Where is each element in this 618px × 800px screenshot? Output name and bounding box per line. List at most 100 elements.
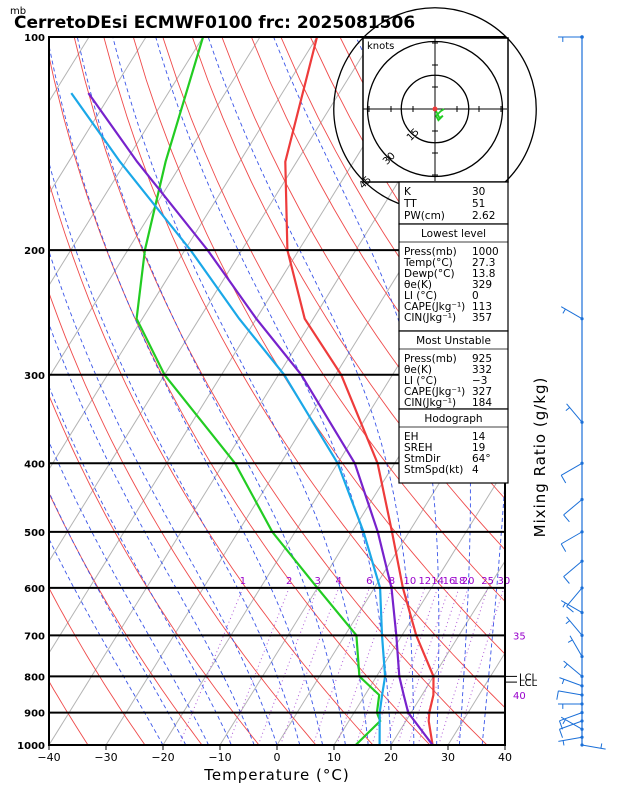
mixing-ratio-line [280,587,340,745]
mixing-ratio-label: 12 [418,576,431,587]
row-label: StmDir [404,453,441,465]
x-tick-label: 0 [274,751,281,764]
dry-adiabat [49,181,374,745]
wind-barb-shaft [566,403,583,423]
row-value: 184 [472,397,492,409]
row-label: Press(mb) [404,353,457,365]
mixing-ratio-label: 10 [403,576,416,587]
mixing-ratio-edge-label: 40 [513,691,526,702]
dry-adiabat [162,37,505,603]
wind-barb-feather [562,602,566,608]
mixing-ratio-label: 30 [498,576,511,587]
index-value: 51 [472,198,485,210]
wind-barb-feather [562,308,566,314]
isotherm [105,100,505,745]
row-label: Temp(°C) [403,257,453,269]
row-label: CAPE(Jkg⁻¹) [404,301,465,313]
wind-barb-feather [565,620,570,625]
index-value: 2.62 [472,210,495,222]
hodograph-trace [434,108,445,122]
index-value: 30 [472,186,485,198]
dry-adiabat [191,37,505,551]
wind-barb-feather [556,690,559,700]
row-value: 19 [472,442,485,454]
row-value: 27.3 [472,257,495,269]
mixing-ratio-label: 2 [286,576,292,587]
hodograph-units: knots [367,41,394,52]
wind-barb-feather [562,719,566,725]
hodograph-ring [366,40,504,178]
pressure-tick-label: 500 [24,528,45,539]
indices-box [398,330,509,410]
isotherm [562,37,618,745]
x-tick-label: −40 [37,751,60,764]
row-label: Press(mb) [404,246,457,258]
wind-barb-feather [560,475,567,484]
section-header: Most Unstable [416,335,491,347]
x-tick-label: 40 [498,751,512,764]
dry-adiabat [49,587,146,745]
x-tick-label: 30 [441,751,455,764]
mixing-ratio-label: 1 [240,576,246,587]
moist-adiabat [455,37,505,745]
wind-barb-shaft [563,560,583,577]
pressure-unit-label: mb [10,6,26,17]
row-value: 329 [472,279,492,291]
wind-barb-shaft [558,690,583,696]
row-label: StmSpd(kt) [404,464,463,476]
mixing-ratio-line [397,587,450,745]
wind-barb-shaft [563,660,583,677]
lcl-label: LCL [519,678,538,689]
barb-base [580,693,584,697]
row-label: θe(K) [404,364,432,376]
indices-box [398,408,509,484]
hodograph-origin-marker [432,106,438,112]
wind-barb-shaft [560,600,583,613]
wind-barb-feather [560,543,567,552]
index-label: PW(cm) [404,210,445,222]
moist-adiabat [49,385,232,745]
row-label: EH [404,431,419,443]
wind-barb-feather [566,605,574,613]
profile-dewpoint [135,37,382,745]
mixing-ratio-line [257,587,319,745]
dry-adiabat [49,394,260,745]
mixing-ratio-label: 20 [462,576,475,587]
pressure-axis: 100 200 300 400 500 600 700 800 900 1000 [17,33,45,752]
isotherm [49,37,489,745]
index-label: K [404,186,412,198]
row-label: CAPE(Jkg⁻¹) [404,386,465,398]
row-value: 332 [472,364,492,376]
mixing-ratio-axis-label: Mixing Ratio (g/kg) [531,377,549,538]
profile-temperature [284,37,435,745]
dry-adiabat [132,37,505,655]
isotherm [276,376,505,745]
wind-barb-feather [563,514,570,523]
profile-parcel [87,92,434,745]
mixing-ratio-line [227,587,290,745]
moist-adiabat [273,37,440,745]
wind-barb-feather [563,663,568,669]
mixing-ratio-label: 18 [453,576,466,587]
section-header: Lowest level [421,228,486,240]
pressure-tick-label: 300 [24,371,45,382]
dry-adiabat [606,37,618,745]
wind-barb-feather [600,743,603,749]
row-label: SREH [404,442,433,454]
row-label: LI (°C) [404,290,437,302]
moist-adiabat [49,322,255,745]
row-label: CIN(Jkg⁻¹) [404,397,456,409]
wind-barb-shaft [559,712,583,722]
pressure-tick-label: 700 [24,631,45,642]
row-value: 925 [472,353,492,365]
mixing-ratio-edge-label: 35 [513,631,526,642]
row-value: 1000 [472,246,499,258]
chart-title: CerretoDEsi ECMWF0100 frc: 2025081506 [14,13,415,33]
mixing-ratio-label: 25 [481,576,494,587]
row-value: −3 [472,375,487,387]
row-label: Dewp(°C) [404,268,455,280]
moist-adiabat [49,161,301,745]
